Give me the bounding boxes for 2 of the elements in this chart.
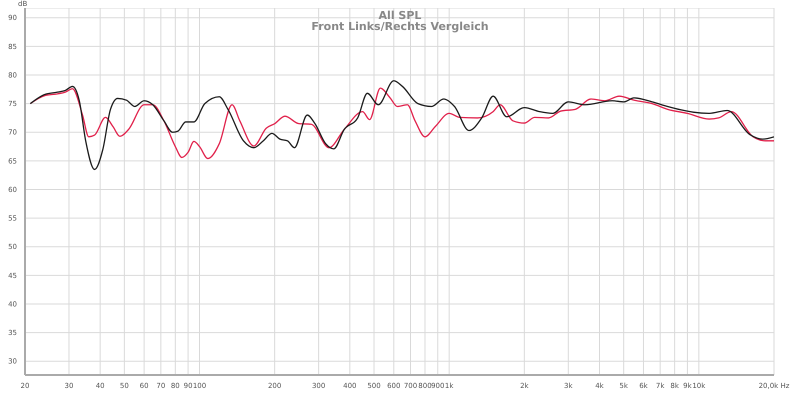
chart-title: All SPL	[378, 9, 422, 22]
text: Front Links/Rechts Vergleich	[310, 20, 490, 33]
